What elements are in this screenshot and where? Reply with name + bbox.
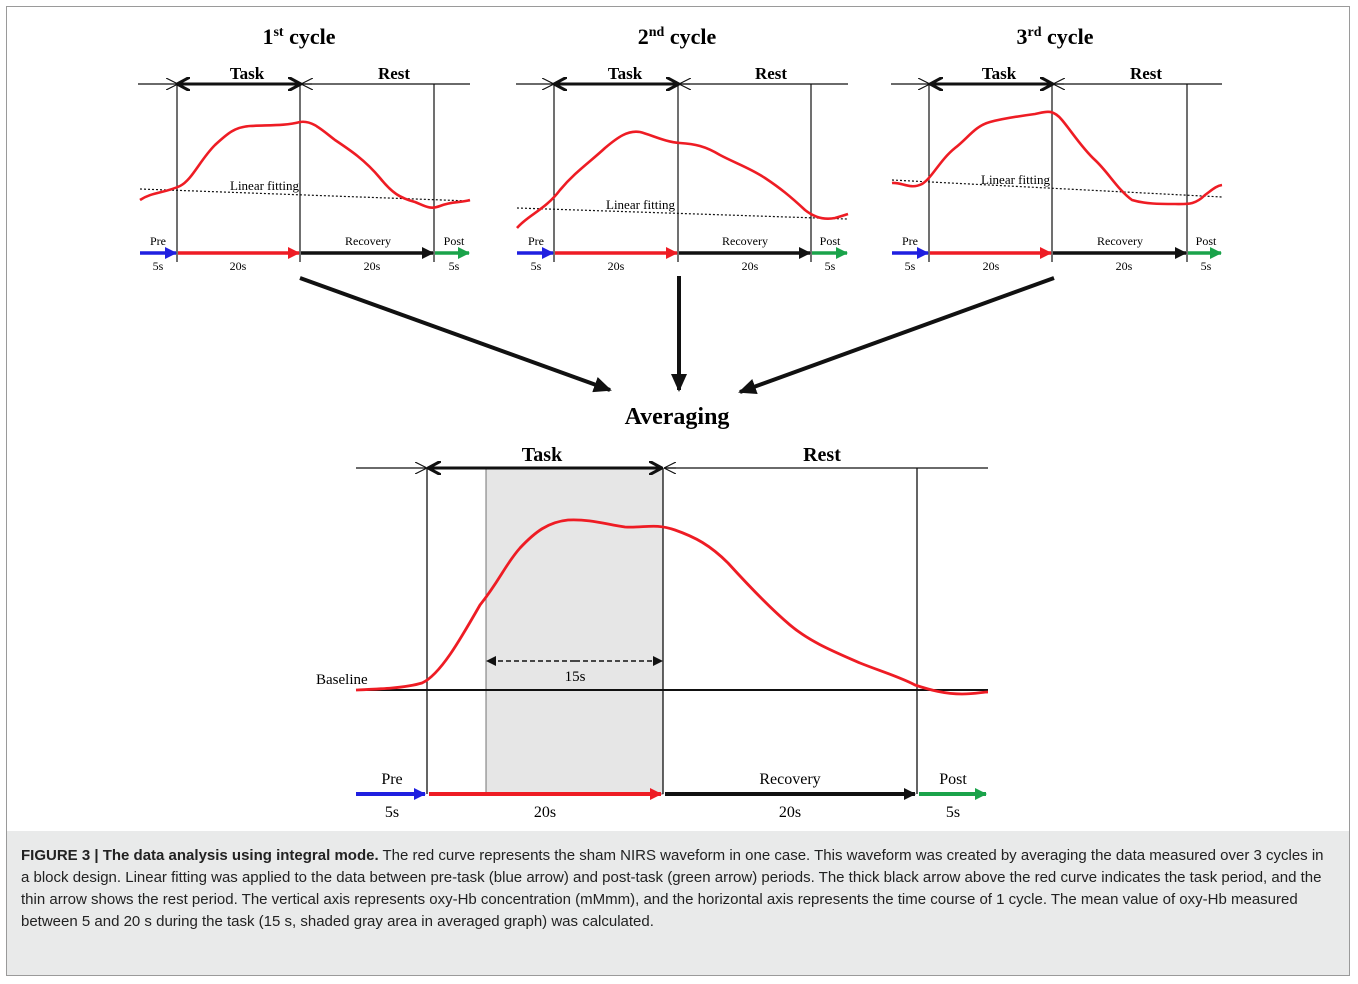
task-duration: 20s (534, 804, 556, 821)
task-duration: 20s (230, 259, 247, 273)
pre-duration: 5s (905, 259, 916, 273)
rest-label: Rest (1130, 64, 1162, 83)
averaging-title: Averaging (625, 404, 730, 430)
linear-fit-line (891, 179, 1223, 198)
oxy-hb-curve (139, 120, 471, 209)
recovery-label: Recovery (759, 771, 820, 788)
shaded-duration-label: 15s (565, 669, 586, 685)
pre-duration: 5s (385, 804, 399, 821)
post-duration: 5s (1201, 259, 1212, 273)
averaged-panel: Averaging Task Rest Baseline 15s Pre Rec… (316, 404, 989, 821)
post-label: Post (939, 771, 967, 788)
linear-fit-label: Linear fitting (606, 197, 675, 212)
recovery-duration: 20s (742, 259, 759, 273)
shaded-analysis-window (485, 467, 664, 795)
caption-label: FIGURE 3 | The data analysis using integ… (21, 847, 379, 864)
rest-label: Rest (803, 444, 841, 466)
recovery-label: Recovery (1097, 234, 1143, 248)
panel-title: 2nd cycle (638, 24, 717, 49)
figure-caption: FIGURE 3 | The data analysis using integ… (6, 831, 1350, 976)
oxy-hb-curve (891, 110, 1223, 206)
task-label: Task (982, 64, 1017, 83)
recovery-duration: 20s (779, 804, 801, 821)
pre-label: Pre (902, 234, 918, 248)
cycle-panel-2: 2nd cycle Task Rest Linear fitting Pre R… (516, 24, 849, 273)
post-duration: 5s (449, 259, 460, 273)
arrow-from-cycle-1 (299, 276, 612, 393)
linear-fit-label: Linear fitting (981, 172, 1050, 187)
linear-fit-line (139, 188, 471, 202)
task-duration: 20s (983, 259, 1000, 273)
recovery-label: Recovery (345, 234, 391, 248)
linear-fit-line (516, 207, 848, 220)
post-label: Post (444, 234, 465, 248)
post-label: Post (1196, 234, 1217, 248)
task-label: Task (230, 64, 265, 83)
averaging-arrows (299, 276, 1055, 395)
oxy-hb-curve (516, 130, 849, 229)
task-label: Task (608, 64, 643, 83)
cycle-panel-1: 1st cycle Task Rest Linear fitting Pre R… (138, 24, 471, 273)
baseline-label: Baseline (316, 672, 368, 688)
pre-label: Pre (150, 234, 166, 248)
pre-label: Pre (381, 771, 402, 788)
recovery-label: Recovery (722, 234, 768, 248)
panel-title: 1st cycle (262, 24, 335, 49)
rest-label: Rest (755, 64, 787, 83)
caption-text: The red curve represents the sham NIRS w… (21, 847, 1324, 930)
post-duration: 5s (946, 804, 960, 821)
rest-label: Rest (378, 64, 410, 83)
analysis-diagram: 1st cycle Task Rest Linear fitting Pre R… (138, 24, 1223, 821)
arrow-from-cycle-3 (738, 276, 1055, 395)
panel-title: 3rd cycle (1017, 24, 1094, 49)
task-label: Task (522, 444, 563, 466)
cycle-panel-3: 3rd cycle Task Rest Linear fitting Pre R… (891, 24, 1223, 273)
pre-duration: 5s (531, 259, 542, 273)
recovery-duration: 20s (1116, 259, 1133, 273)
post-duration: 5s (825, 259, 836, 273)
task-duration: 20s (608, 259, 625, 273)
pre-label: Pre (528, 234, 544, 248)
pre-duration: 5s (153, 259, 164, 273)
averaged-oxy-hb-curve (355, 518, 989, 696)
post-label: Post (820, 234, 841, 248)
recovery-duration: 20s (364, 259, 381, 273)
linear-fit-label: Linear fitting (230, 178, 299, 193)
